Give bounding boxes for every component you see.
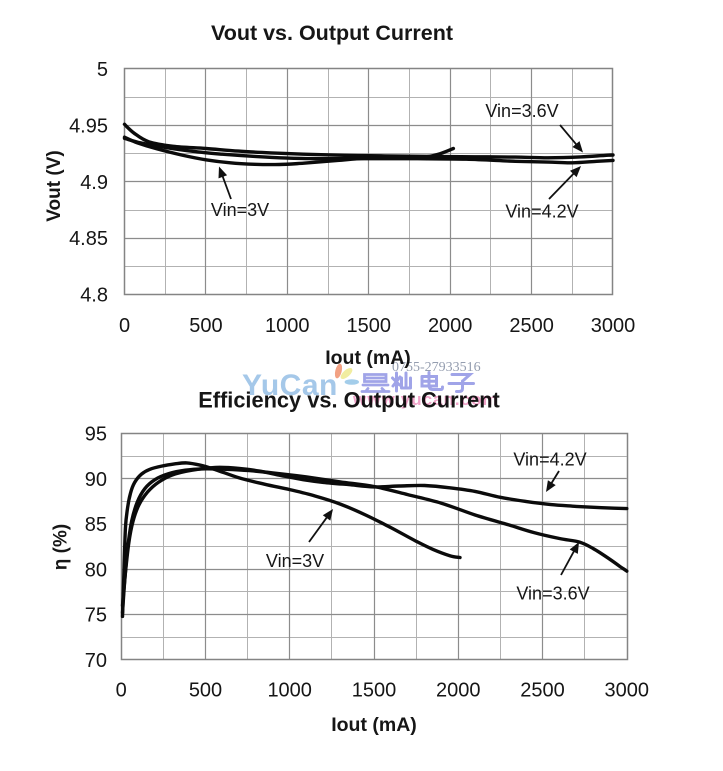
svg-text:Iout (mA): Iout (mA) [325, 347, 411, 369]
svg-text:0755-27933516: 0755-27933516 [392, 360, 481, 375]
svg-text:Vin=4.2V: Vin=4.2V [505, 202, 578, 222]
svg-text:5: 5 [97, 59, 108, 81]
svg-text:www.yucan.com: www.yucan.com [352, 390, 499, 409]
svg-text:YuCan: YuCan [242, 369, 338, 402]
svg-text:0: 0 [116, 680, 127, 702]
svg-text:2500: 2500 [509, 315, 554, 337]
svg-text:Iout (mA): Iout (mA) [331, 714, 417, 736]
svg-text:Vin=3V: Vin=3V [266, 551, 324, 571]
svg-text:500: 500 [189, 680, 222, 702]
svg-text:1500: 1500 [352, 680, 397, 702]
svg-text:4.85: 4.85 [69, 228, 108, 250]
svg-text:Vout (V): Vout (V) [44, 150, 65, 221]
svg-text:90: 90 [85, 469, 107, 491]
svg-text:Efficiency vs. Output Current: Efficiency vs. Output Current [198, 388, 500, 413]
svg-text:1000: 1000 [265, 315, 310, 337]
svg-text:3000: 3000 [605, 680, 650, 702]
svg-text:4.95: 4.95 [69, 115, 108, 137]
svg-text:1500: 1500 [347, 315, 392, 337]
svg-text:2500: 2500 [520, 680, 565, 702]
svg-text:Vin=3.6V: Vin=3.6V [485, 101, 558, 121]
svg-text:85: 85 [85, 514, 107, 536]
svg-text:4.9: 4.9 [80, 172, 108, 194]
svg-text:Vout vs. Output Current: Vout vs. Output Current [211, 21, 453, 45]
svg-text:0: 0 [119, 315, 130, 337]
svg-text:95: 95 [85, 424, 107, 446]
svg-text:1000: 1000 [267, 680, 312, 702]
svg-text:70: 70 [85, 650, 107, 672]
svg-text:Vin=4.2V: Vin=4.2V [513, 450, 586, 470]
svg-text:η (%): η (%) [51, 524, 72, 570]
svg-text:Vin=3.6V: Vin=3.6V [516, 584, 589, 604]
svg-text:80: 80 [85, 559, 107, 581]
svg-text:2000: 2000 [428, 315, 473, 337]
svg-text:4.8: 4.8 [80, 285, 108, 307]
svg-text:3000: 3000 [591, 315, 636, 337]
svg-text:75: 75 [85, 605, 107, 627]
svg-text:2000: 2000 [436, 680, 481, 702]
svg-text:500: 500 [189, 315, 222, 337]
svg-text:Vin=3V: Vin=3V [211, 200, 269, 220]
